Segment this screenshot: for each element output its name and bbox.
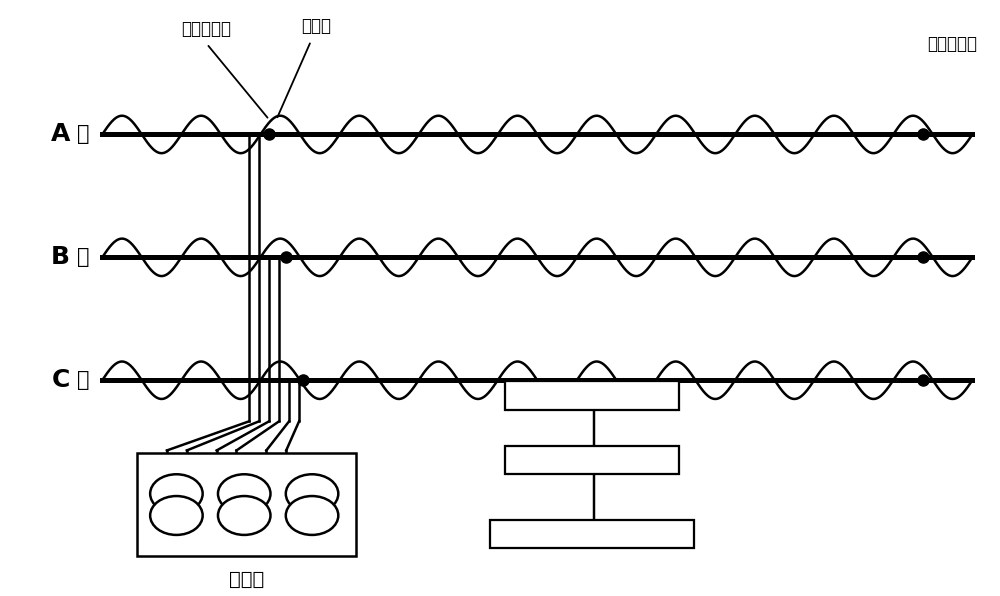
Text: B: B — [51, 246, 70, 269]
Text: A: A — [51, 122, 70, 147]
Text: 远程融冰监控后台: 远程融冰监控后台 — [552, 525, 632, 543]
Text: C: C — [51, 368, 70, 392]
Text: 相: 相 — [77, 247, 90, 268]
Ellipse shape — [218, 474, 270, 513]
Text: 相: 相 — [77, 125, 90, 144]
Bar — [490, 520, 694, 548]
Text: 相: 相 — [77, 370, 90, 390]
Text: 主线连接点: 主线连接点 — [182, 20, 232, 38]
Text: 融冰变: 融冰变 — [229, 570, 264, 589]
Text: 短接连接点: 短接连接点 — [927, 35, 977, 52]
Ellipse shape — [286, 474, 338, 513]
Ellipse shape — [150, 496, 203, 535]
Text: 缠绕线: 缠绕线 — [301, 17, 331, 35]
Bar — [505, 446, 679, 474]
Ellipse shape — [286, 496, 338, 535]
Bar — [505, 381, 679, 409]
Bar — [137, 454, 356, 556]
Ellipse shape — [150, 474, 203, 513]
Text: 覆冰采样设备: 覆冰采样设备 — [562, 386, 622, 405]
Ellipse shape — [218, 496, 270, 535]
Text: 覆冰监控系统: 覆冰监控系统 — [562, 451, 622, 469]
